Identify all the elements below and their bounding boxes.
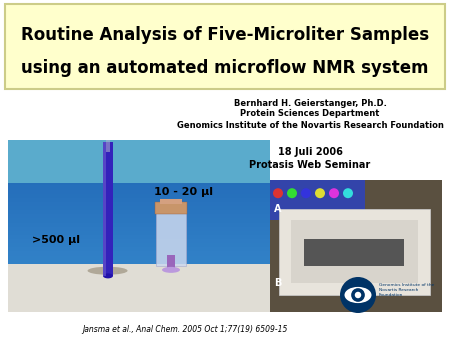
Circle shape <box>343 188 353 198</box>
FancyBboxPatch shape <box>5 4 445 89</box>
Bar <box>8 202 270 207</box>
Bar <box>106 140 110 152</box>
Ellipse shape <box>345 287 372 303</box>
Bar <box>103 142 106 276</box>
Text: using an automated microflow NMR system: using an automated microflow NMR system <box>21 59 429 77</box>
Bar <box>8 152 270 157</box>
Text: A: A <box>274 204 282 214</box>
Text: Jansma et al., Anal Chem. 2005 Oct 1;77(19) 6509-15: Jansma et al., Anal Chem. 2005 Oct 1;77(… <box>82 325 288 335</box>
Ellipse shape <box>88 267 127 275</box>
Bar <box>167 255 175 270</box>
Circle shape <box>301 188 311 198</box>
Bar <box>8 186 270 190</box>
Bar <box>8 251 270 256</box>
Text: 10 - 20 μl: 10 - 20 μl <box>153 187 212 197</box>
Text: Protasis Web Seminar: Protasis Web Seminar <box>249 160 371 170</box>
Bar <box>160 199 182 204</box>
Text: Genomics Institute of the
Novartis Research
Foundation: Genomics Institute of the Novartis Resea… <box>379 283 434 297</box>
Bar <box>8 264 270 312</box>
Bar <box>279 209 430 295</box>
Bar <box>156 212 186 266</box>
Circle shape <box>329 188 339 198</box>
Bar <box>8 165 270 169</box>
Bar <box>291 220 418 283</box>
Bar <box>8 260 270 264</box>
Text: B: B <box>274 278 282 288</box>
Bar <box>103 142 113 276</box>
Bar <box>8 214 270 219</box>
Bar <box>8 148 270 153</box>
Bar <box>8 243 270 248</box>
Text: Protein Sciences Department: Protein Sciences Department <box>240 110 380 119</box>
Bar <box>8 140 270 183</box>
Text: Bernhard H. Geierstanger, Ph.D.: Bernhard H. Geierstanger, Ph.D. <box>234 98 387 107</box>
Bar <box>8 181 270 186</box>
Bar <box>8 239 270 244</box>
Circle shape <box>315 188 325 198</box>
Bar <box>8 222 270 227</box>
Bar <box>8 231 270 236</box>
Bar <box>8 218 270 223</box>
Circle shape <box>351 288 365 302</box>
Bar <box>8 206 270 211</box>
Circle shape <box>355 292 361 298</box>
Bar <box>8 194 270 198</box>
Ellipse shape <box>103 273 113 279</box>
Bar <box>8 169 270 173</box>
Bar <box>155 202 187 214</box>
Bar <box>8 190 270 194</box>
Bar <box>270 180 364 220</box>
Bar <box>8 227 270 231</box>
Bar <box>8 161 270 165</box>
Text: >500 μl: >500 μl <box>32 235 80 245</box>
Circle shape <box>340 277 376 313</box>
Text: Routine Analysis of Five-Microliter Samples: Routine Analysis of Five-Microliter Samp… <box>21 26 429 44</box>
Bar <box>8 247 270 252</box>
Bar <box>8 177 270 182</box>
Bar <box>8 235 270 240</box>
Bar <box>8 198 270 202</box>
Bar <box>8 173 270 178</box>
Text: 18 Juli 2006: 18 Juli 2006 <box>278 147 342 157</box>
Bar <box>270 180 442 312</box>
Bar <box>8 210 270 215</box>
Ellipse shape <box>162 267 180 273</box>
Bar <box>8 140 270 145</box>
Bar <box>304 239 404 266</box>
Circle shape <box>287 188 297 198</box>
Bar <box>8 144 270 149</box>
Text: Genomics Institute of the Novartis Research Foundation: Genomics Institute of the Novartis Resea… <box>176 121 443 129</box>
Circle shape <box>273 188 283 198</box>
Bar <box>8 156 270 161</box>
Bar <box>8 256 270 260</box>
